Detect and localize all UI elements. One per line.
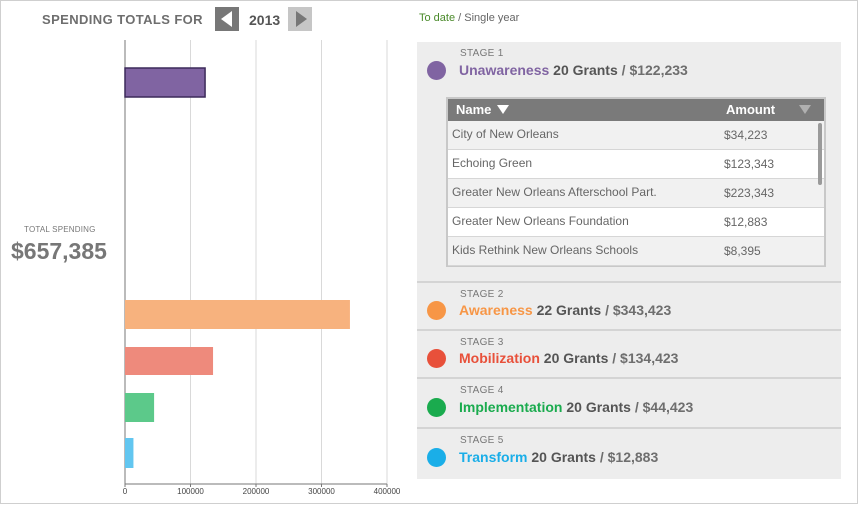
- x-tick-label: 0: [123, 487, 128, 496]
- stage-name: Unawareness: [459, 62, 550, 78]
- stage-list: STAGE 1 Unawareness 20 Grants / $122,233…: [417, 42, 841, 479]
- stage-number: STAGE 5: [460, 435, 504, 446]
- stage-separator: /: [605, 302, 609, 318]
- mode-to-date-link[interactable]: To date: [419, 12, 456, 24]
- stage-5-panel[interactable]: STAGE 5 Transform 20 Grants / $12,883: [417, 429, 841, 479]
- mode-toggle: To date / Single year: [419, 12, 519, 24]
- table-scrollbar[interactable]: [818, 123, 822, 185]
- grant-name: Greater New Orleans Foundation: [452, 214, 629, 228]
- triangle-right-icon: [295, 11, 307, 27]
- previous-year-button[interactable]: [215, 7, 239, 31]
- x-tick-label: 200000: [243, 487, 270, 496]
- grant-name: City of New Orleans: [452, 127, 559, 141]
- stage-grants: 22 Grants: [536, 302, 602, 318]
- stage-amount: $134,423: [620, 350, 679, 366]
- stage-2-panel[interactable]: STAGE 2 Awareness 22 Grants / $343,423: [417, 283, 841, 331]
- stage-5-dot-icon: [427, 448, 446, 467]
- table-row[interactable]: Greater New Orleans Afterschool Part. $22…: [448, 179, 824, 208]
- total-spending-value: $657,385: [11, 238, 107, 264]
- grant-name: Echoing Green: [452, 156, 533, 170]
- x-tick-label: 400000: [374, 487, 401, 496]
- stage-2-summary: Awareness 22 Grants / $343,423: [459, 302, 671, 318]
- grant-amount: $123,343: [724, 157, 775, 171]
- next-year-button[interactable]: [288, 7, 312, 31]
- grant-table-body: City of New Orleans $34,223 Echoing Green $…: [448, 121, 824, 266]
- stage-grants: 20 Grants: [531, 449, 596, 465]
- stage-name: Transform: [459, 449, 528, 465]
- bar-transform[interactable]: [125, 438, 134, 468]
- grant-table: Name Amount City of New Orleans $34,223 Ec…: [446, 97, 826, 267]
- stage-name: Awareness: [459, 302, 533, 318]
- bar-mobilization[interactable]: [125, 347, 214, 375]
- header-title: SPENDING TOTALS FOR: [42, 12, 203, 27]
- stage-1-dot-icon: [427, 61, 446, 80]
- bar-awareness[interactable]: [125, 300, 350, 329]
- table-row[interactable]: Echoing Green $123,343: [448, 150, 824, 179]
- stage-5-summary: Transform 20 Grants / $12,883: [459, 449, 658, 465]
- stage-amount: $343,423: [612, 302, 672, 318]
- grant-amount: $34,223: [724, 128, 768, 142]
- stage-grants: 20 Grants: [566, 399, 631, 415]
- triangle-left-icon: [220, 11, 232, 27]
- stage-name: Implementation: [459, 399, 563, 415]
- stage-grants: 20 Grants: [543, 350, 609, 366]
- bar-unawareness[interactable]: [124, 67, 206, 98]
- stage-separator: /: [599, 449, 604, 465]
- spending-bar-chart: 0 100000 200000 300000 400000: [123, 40, 401, 496]
- grant-name: Greater New Orleans Afterschool Part.: [452, 185, 657, 199]
- stage-1-panel[interactable]: STAGE 1 Unawareness 20 Grants / $122,233…: [417, 42, 841, 283]
- stage-3-summary: Mobilization 20 Grants / $134,423: [459, 350, 678, 366]
- amount-column-header[interactable]: Amount: [726, 102, 776, 117]
- stage-number: STAGE 1: [460, 48, 504, 59]
- grant-amount: $223,343: [724, 186, 775, 200]
- stage-4-dot-icon: [427, 398, 446, 417]
- total-spending-label: TOTAL SPENDING: [24, 225, 96, 234]
- grant-name: Kids Rethink New Orleans Schools: [452, 243, 639, 257]
- table-row[interactable]: Kids Rethink New Orleans Schools $8,395: [448, 237, 824, 266]
- grant-amount: $12,883: [724, 215, 768, 229]
- sort-down-icon[interactable]: [799, 105, 811, 114]
- stage-number: STAGE 2: [460, 289, 504, 300]
- stage-number: STAGE 3: [460, 337, 504, 348]
- sort-down-icon: [497, 105, 510, 114]
- stage-amount: $122,233: [629, 62, 688, 78]
- year-value: 2013: [249, 12, 281, 28]
- x-tick-label: 300000: [308, 487, 335, 496]
- grant-table-header: Name Amount: [448, 99, 824, 121]
- stage-grants: 20 Grants: [553, 62, 618, 78]
- mode-single-year-link[interactable]: Single year: [464, 12, 520, 24]
- bar-implementation[interactable]: [125, 393, 155, 422]
- stage-4-summary: Implementation 20 Grants / $44,423: [459, 399, 693, 415]
- stage-separator: /: [612, 350, 617, 366]
- stage-separator: /: [634, 399, 639, 415]
- stage-1-summary: Unawareness 20 Grants / $122,233: [459, 62, 688, 78]
- mode-separator: /: [458, 12, 462, 24]
- stage-number: STAGE 4: [460, 385, 504, 396]
- table-row[interactable]: Greater New Orleans Foundation $12,883: [448, 208, 824, 237]
- name-column-label: Name: [456, 102, 492, 117]
- stage-3-dot-icon: [427, 349, 446, 368]
- stage-name: Mobilization: [459, 350, 540, 366]
- stage-4-panel[interactable]: STAGE 4 Implementation 20 Grants / $44,4…: [417, 379, 841, 429]
- stage-3-panel[interactable]: STAGE 3 Mobilization 20 Grants / $134,42…: [417, 331, 841, 379]
- x-tick-label: 100000: [177, 487, 204, 496]
- grant-amount: $8,395: [724, 244, 761, 258]
- stage-separator: /: [621, 62, 626, 78]
- stage-2-dot-icon: [427, 301, 446, 320]
- stage-amount: $44,423: [642, 399, 694, 415]
- table-row[interactable]: City of New Orleans $34,223: [448, 121, 824, 150]
- stage-amount: $12,883: [607, 449, 659, 465]
- name-column-header[interactable]: Name: [456, 102, 510, 117]
